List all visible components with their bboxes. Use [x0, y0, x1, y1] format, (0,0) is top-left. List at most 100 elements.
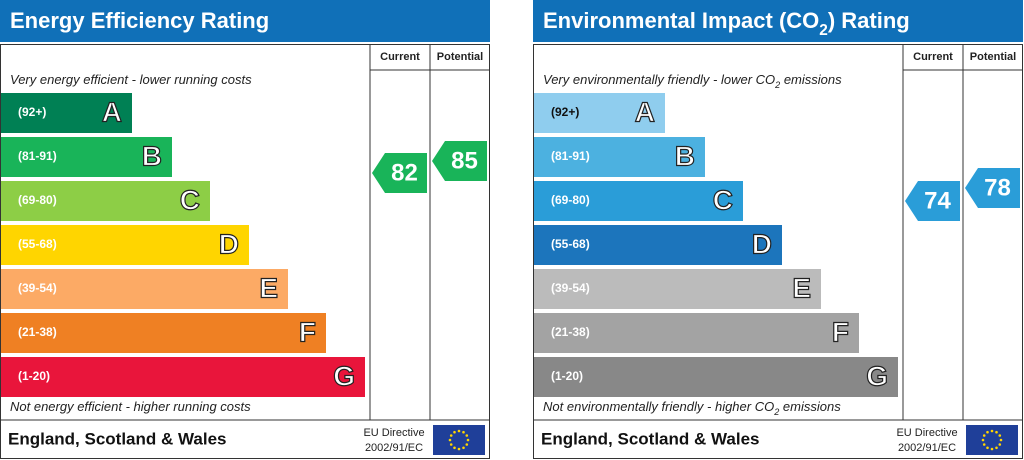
band-letter: B [675, 140, 695, 171]
eu-flag [433, 425, 485, 455]
band-letter: G [866, 360, 888, 391]
potential-rating: 78 [984, 174, 1011, 201]
panel-frame [0, 44, 490, 459]
band-letter: D [752, 228, 772, 259]
flag-star [998, 434, 1002, 437]
rating-band [534, 137, 705, 177]
rating-arrow [372, 153, 427, 193]
flag-star [457, 447, 461, 451]
flag-star [982, 443, 986, 446]
band-range: (39-54) [18, 281, 57, 295]
band-letter: A [102, 96, 122, 127]
band-range: (81-91) [551, 149, 590, 163]
rating-band [1, 93, 132, 133]
flag-star [986, 430, 989, 434]
band-letter: A [635, 96, 655, 127]
top-note: Very energy efficient - lower running co… [10, 72, 252, 87]
flag-star [990, 429, 994, 433]
title-bar [533, 0, 1023, 42]
band-range: (39-54) [551, 281, 590, 295]
band-letter: B [142, 140, 162, 171]
flag-star [448, 438, 452, 442]
column-header: Current [913, 51, 953, 63]
flag-star [462, 430, 465, 434]
flag-star [465, 443, 469, 446]
band-letter: F [832, 316, 849, 347]
flag-star [990, 447, 994, 451]
panel-title-part: Energy Efficiency Rating [10, 8, 269, 33]
rating-band [1, 181, 210, 221]
band-range: (1-20) [18, 369, 50, 383]
directive: EU Directive [363, 427, 424, 439]
bottom-note-part: Not environmentally friendly - higher CO [543, 399, 774, 414]
band-letter: D [219, 228, 239, 259]
column-header: Potential [970, 51, 1016, 63]
rating-band [1, 137, 172, 177]
bottom-note: Not energy efficient - higher running co… [10, 399, 251, 414]
bottom-note: Not environmentally friendly - higher CO… [543, 399, 841, 417]
flag-star [999, 438, 1003, 442]
top-note: Very environmentally friendly - lower CO… [543, 72, 842, 90]
column-header: Current [380, 51, 420, 63]
flag-star [449, 434, 453, 437]
current-rating: 82 [391, 159, 418, 186]
directive: EU Directive [896, 427, 957, 439]
current-rating: 74 [924, 187, 951, 214]
band-range: (69-80) [18, 193, 57, 207]
potential-rating: 85 [451, 147, 478, 174]
flag-star [982, 434, 986, 437]
panel-frame [533, 44, 1023, 459]
rating-band [534, 269, 821, 309]
rating-band [534, 313, 859, 353]
rating-arrow [965, 168, 1020, 208]
band-range: (69-80) [551, 193, 590, 207]
band-letter: E [259, 272, 278, 303]
bottom-note-part: Not energy efficient - higher running co… [10, 399, 251, 414]
top-note-part: emissions [780, 72, 842, 87]
directive: 2002/91/EC [365, 442, 423, 454]
panel-title-subscript: 2 [819, 22, 828, 39]
band-range: (55-68) [18, 237, 57, 251]
top-note-part: Very energy efficient - lower running co… [10, 72, 252, 87]
top-note-part: Very environmentally friendly - lower CO [543, 72, 775, 87]
band-letter: E [792, 272, 811, 303]
band-range: (21-38) [18, 325, 57, 339]
panel-title: Energy Efficiency Rating [10, 8, 269, 33]
rating-band [534, 181, 743, 221]
flag-star [998, 443, 1002, 446]
rating-band [1, 269, 288, 309]
region: England, Scotland & Wales [8, 429, 227, 448]
flag-star [981, 438, 985, 442]
flag-star [457, 429, 461, 433]
flag-star [466, 438, 470, 442]
flag-star [995, 430, 998, 434]
bottom-note-subscript: 2 [773, 407, 779, 417]
flag-star [462, 446, 465, 450]
rating-arrow [905, 181, 960, 221]
rating-band [1, 357, 365, 397]
flag-star [465, 434, 469, 437]
band-letter: C [713, 184, 733, 215]
bottom-note-part: emissions [779, 399, 841, 414]
band-letter: C [180, 184, 200, 215]
eu-flag [966, 425, 1018, 455]
top-note-subscript: 2 [774, 80, 780, 90]
flag-star [449, 443, 453, 446]
flag-star [986, 446, 989, 450]
band-range: (92+) [551, 105, 579, 119]
band-range: (21-38) [551, 325, 590, 339]
panel-title: Environmental Impact (CO2) Rating [543, 8, 910, 39]
flag-star [453, 446, 456, 450]
title-bar [0, 0, 490, 42]
band-letter: G [333, 360, 355, 391]
region: England, Scotland & Wales [541, 429, 760, 448]
flag-star [453, 430, 456, 434]
flag-star [995, 446, 998, 450]
rating-band [534, 357, 898, 397]
directive: 2002/91/EC [898, 442, 956, 454]
panel-title-part: ) Rating [828, 8, 910, 33]
rating-band [1, 225, 249, 265]
panel-title-part: Environmental Impact (CO [543, 8, 819, 33]
band-range: (92+) [18, 105, 46, 119]
